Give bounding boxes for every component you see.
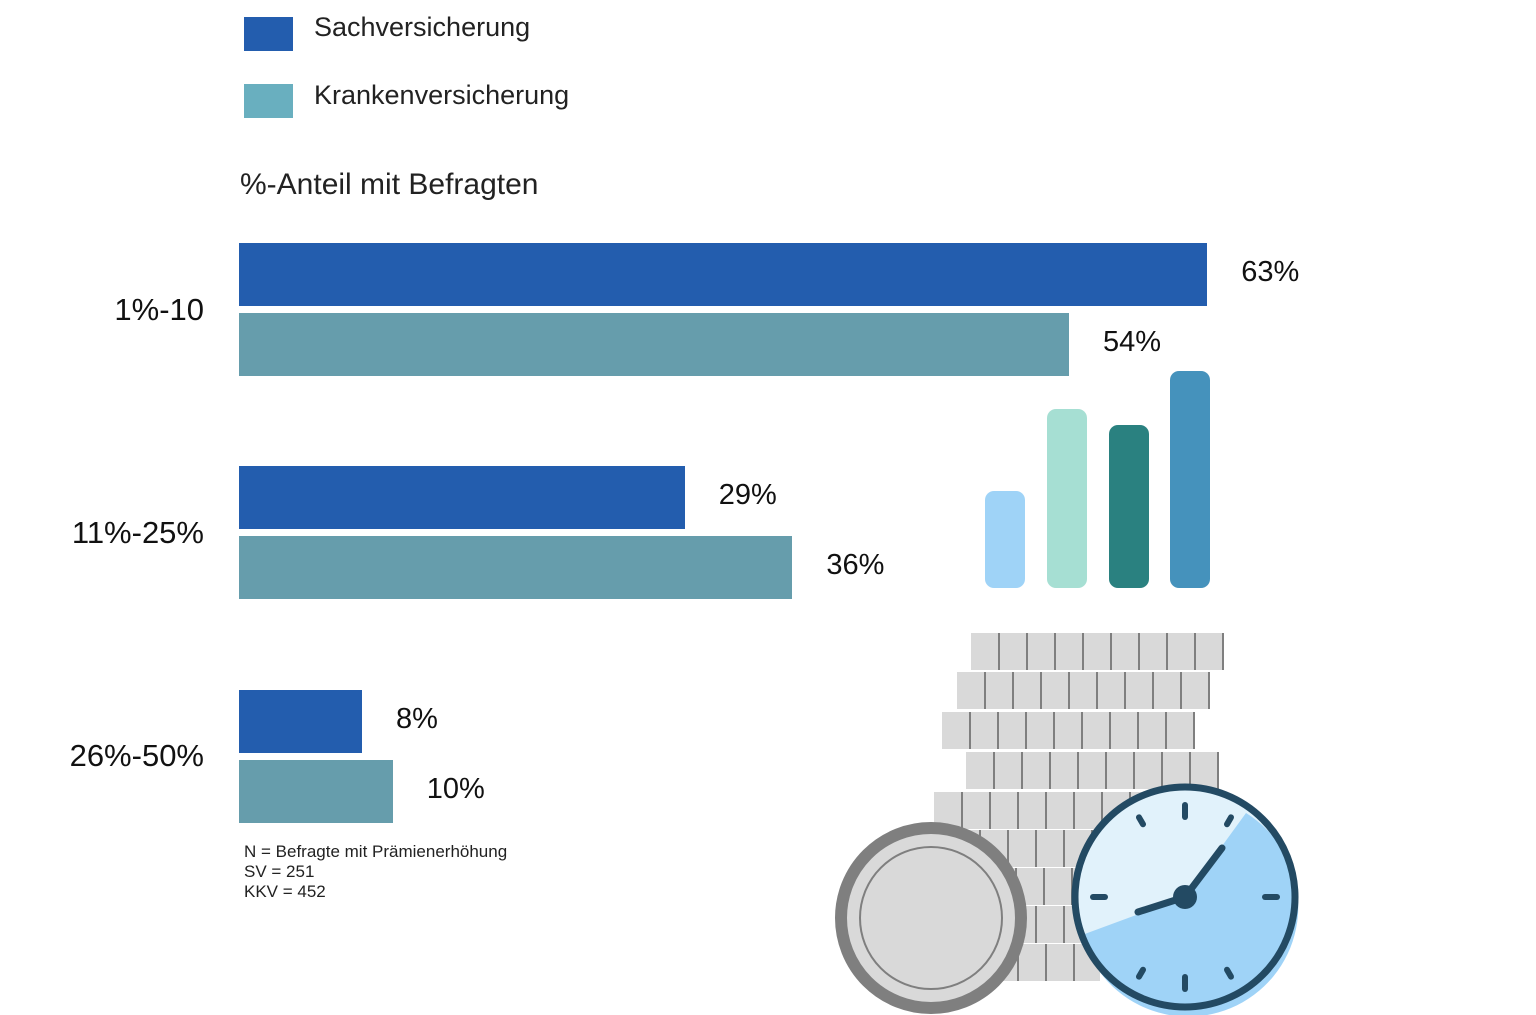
bar-chart-icon	[985, 371, 1210, 588]
note-line-1: N = Befragte mit Prämienerhöhung	[244, 842, 508, 861]
bar	[239, 690, 362, 753]
legend-swatch-sach	[244, 17, 293, 51]
data-label: 36%	[826, 549, 885, 581]
data-label: 10%	[426, 773, 485, 805]
coin-icon	[835, 822, 1027, 1014]
bar	[239, 243, 1208, 306]
data-label: 54%	[1102, 326, 1162, 358]
bar	[239, 536, 793, 599]
category-label: 26%-50%	[69, 738, 204, 773]
bar	[239, 313, 1069, 376]
data-label: 8%	[395, 703, 438, 735]
legend-label-sach: Sachversicherung	[314, 12, 531, 42]
legend-swatch-kranken	[244, 84, 293, 118]
category-label: 11%-25%	[71, 515, 204, 550]
bar	[239, 466, 685, 529]
sample-note: N = Befragte mit Prämienerhöhung SV = 25…	[244, 842, 507, 902]
data-label: 63%	[1241, 256, 1300, 288]
bar	[239, 760, 393, 823]
note-line-2: SV = 251	[244, 862, 315, 881]
chart-subtitle: %-Anteil mit Befragten	[240, 168, 539, 201]
category-label: 1%-10	[114, 292, 204, 327]
data-label: 29%	[718, 479, 777, 511]
legend-label-kranken: Krankenversicherung	[314, 80, 570, 110]
clock-icon	[1071, 783, 1299, 1015]
note-line-3: KKV = 452	[244, 882, 326, 901]
